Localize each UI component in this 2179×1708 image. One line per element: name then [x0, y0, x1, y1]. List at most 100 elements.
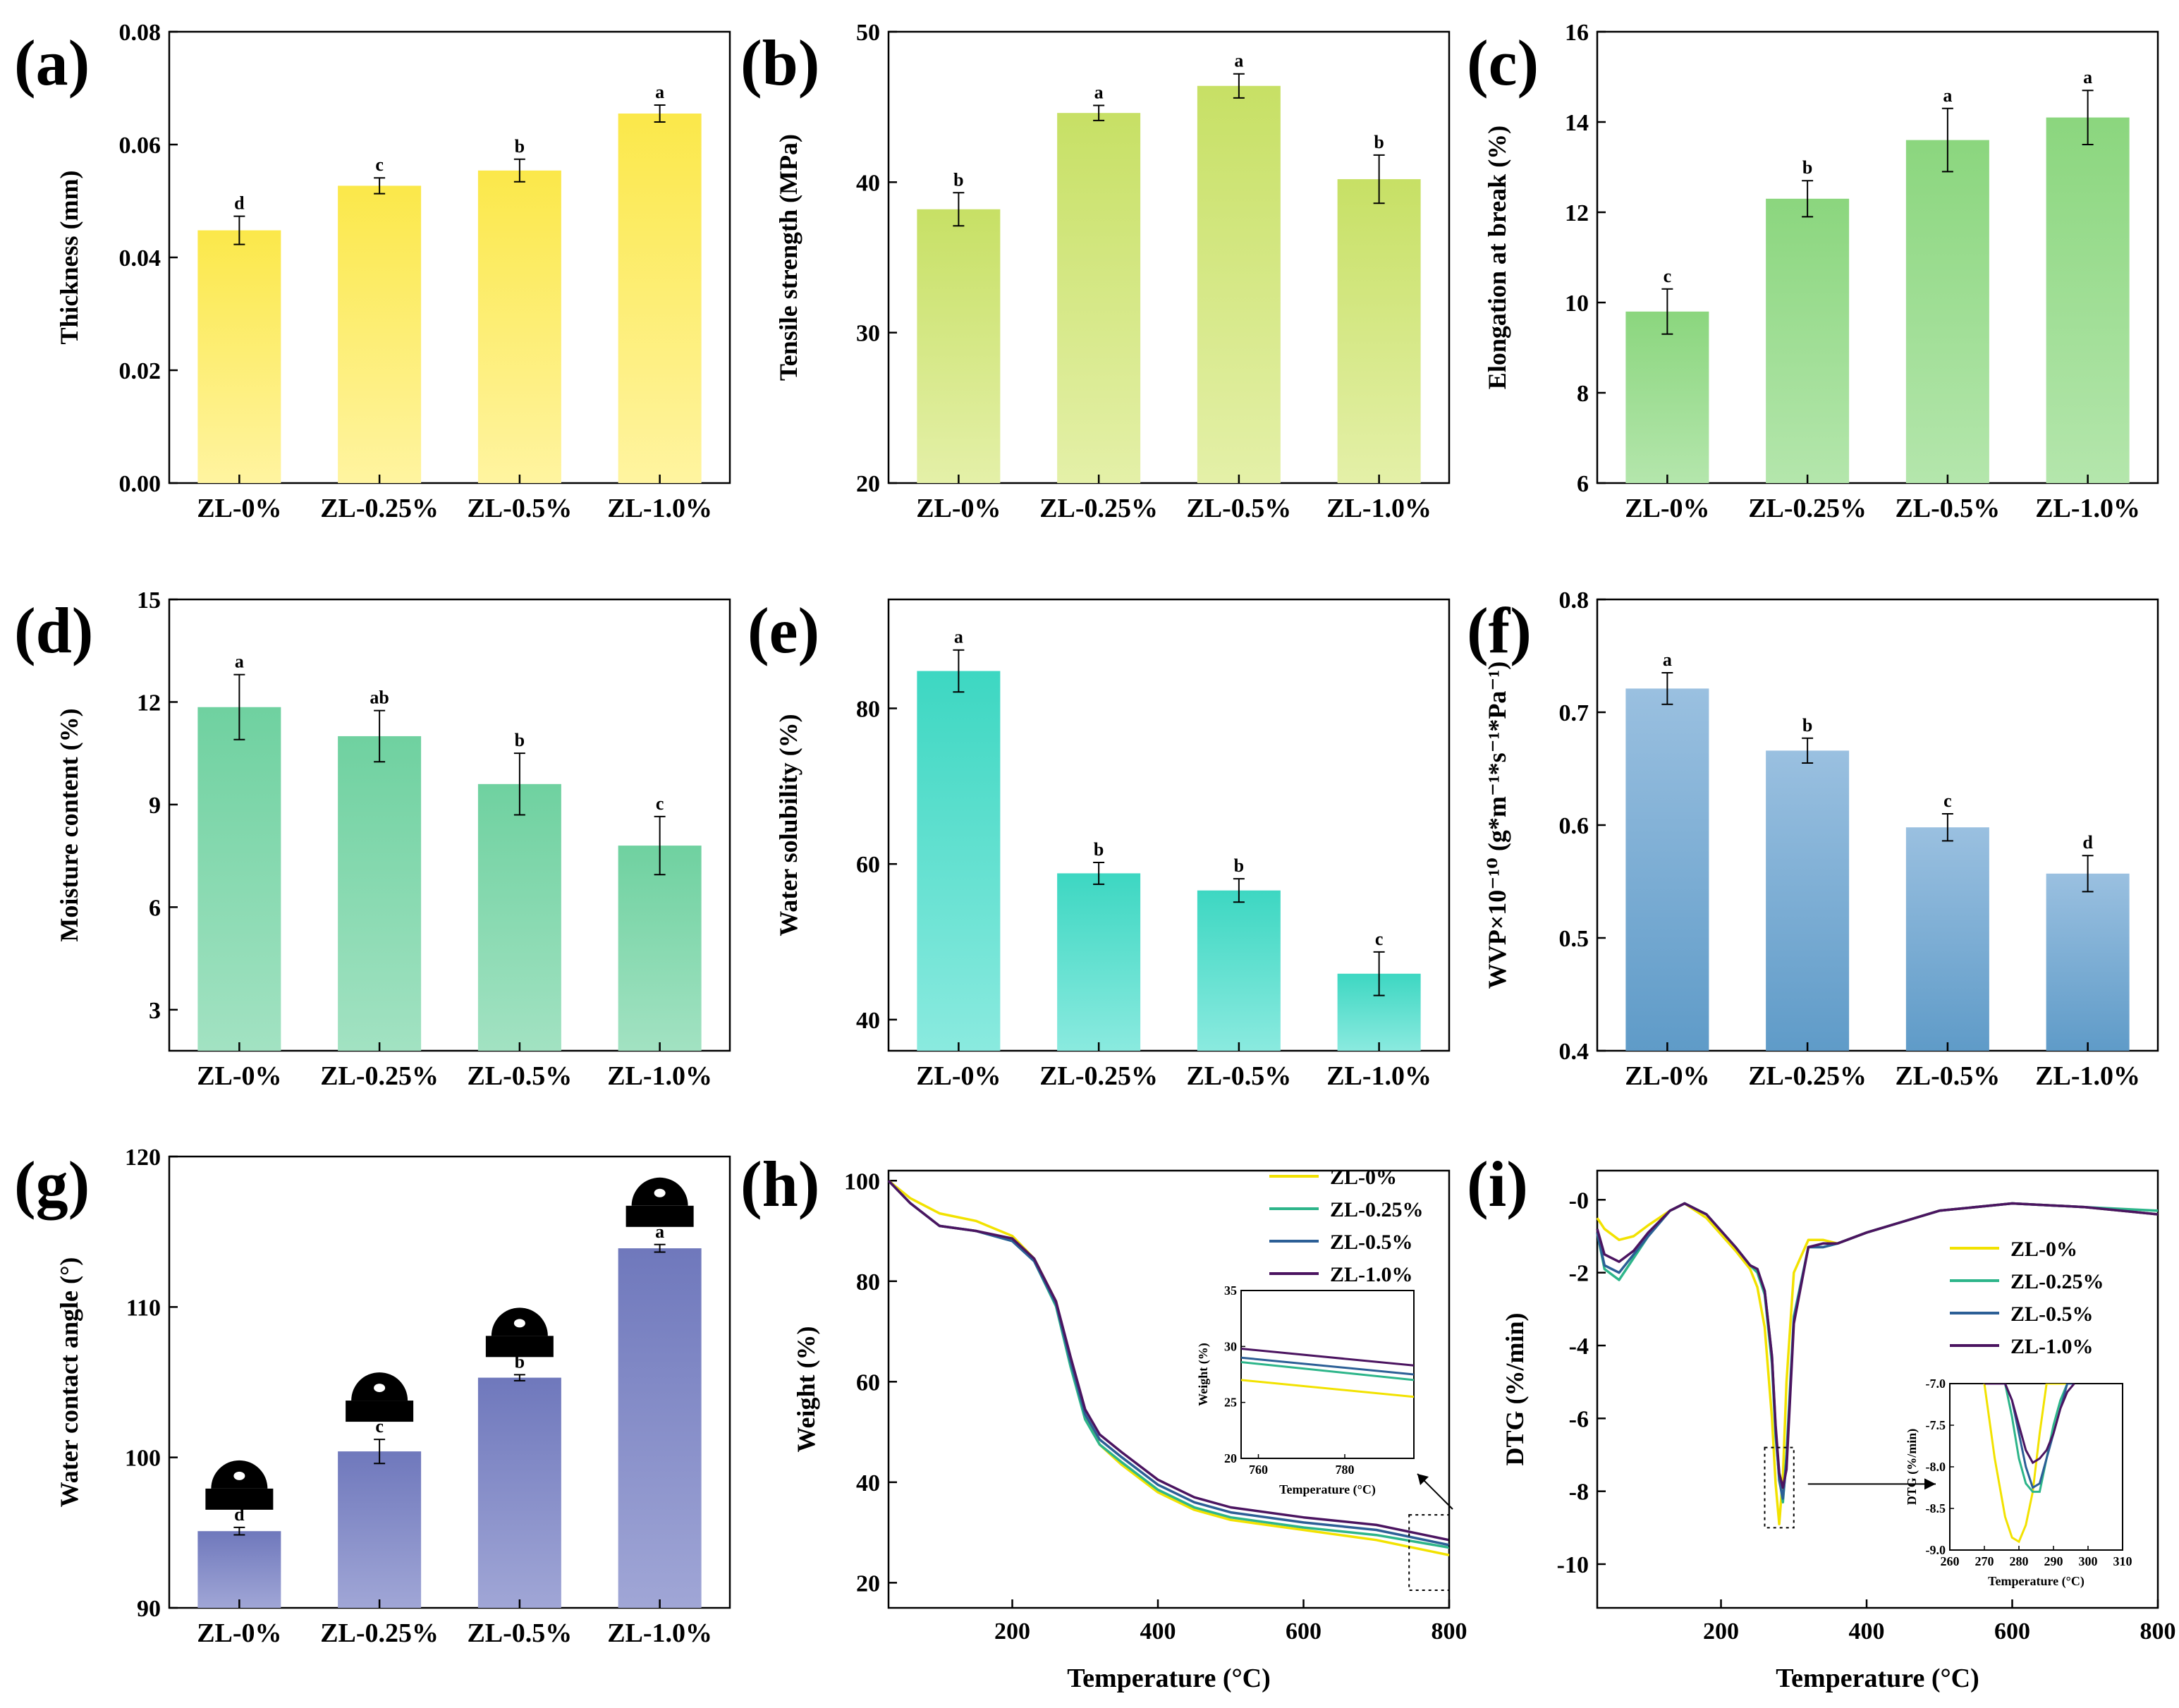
y-tick-label: 16 [1565, 20, 1589, 46]
y-tick-label: 8 [1577, 381, 1589, 407]
significance-letter: a [1234, 51, 1243, 71]
axes-frame [887, 30, 1451, 484]
bar [477, 783, 561, 1051]
x-category-label: ZL-1.0% [607, 1061, 712, 1091]
inset-y-tick-label: 30 [1224, 1339, 1237, 1353]
inset-series-line [1241, 1361, 1414, 1381]
legend-entry: ZL-0.25% [2010, 1270, 2104, 1293]
bar [917, 209, 1001, 483]
y-tick-label: 0.7 [1559, 700, 1589, 726]
y-tick-label: 110 [126, 1295, 161, 1321]
y-tick-label: -8 [1569, 1480, 1589, 1506]
y-tick-label: 12 [137, 690, 161, 716]
y-tick-label: 100 [844, 1169, 880, 1195]
x-category-label: ZL-0% [1625, 494, 1709, 523]
significance-letter: c [656, 793, 664, 814]
y-tick-label: 0.04 [119, 245, 161, 272]
x-tick-label: 800 [2140, 1618, 2176, 1645]
y-tick-label: -4 [1569, 1334, 1589, 1360]
significance-letter: ab [370, 688, 389, 708]
series-line [887, 1180, 1450, 1542]
x-axis-label: Temperature (°C) [1776, 1664, 1979, 1693]
bar [1197, 890, 1281, 1051]
y-tick-label: 3 [149, 998, 161, 1024]
inset-plot: 760 780 20 25 30 35 Temperature (°C) Weight (%) [1196, 1283, 1415, 1497]
bar [1197, 85, 1281, 484]
y-tick-label: 120 [125, 1145, 161, 1171]
legend-entry: ZL-0% [1330, 1166, 1397, 1189]
significance-letter: b [1374, 132, 1384, 152]
inset-series-line [1241, 1356, 1414, 1376]
y-tick-label: 40 [856, 1470, 880, 1496]
panel-letter: (a) [14, 27, 90, 99]
significance-letter: c [1664, 266, 1672, 286]
zoom-region-box [1408, 1514, 1450, 1592]
bar [1905, 140, 1989, 483]
bar [1057, 873, 1141, 1051]
panel-f: 0.4 0.5 0.6 0.7 0.8 a ZL-0% b ZL-0.25% c ZL-0.5% d Z… [1467, 587, 2159, 1091]
inset-x-tick-label: 260 [1941, 1554, 1960, 1568]
significance-letter: d [234, 193, 245, 214]
zoom-arrowhead [1924, 1478, 1936, 1490]
significance-letter: c [375, 1416, 384, 1436]
inset-series-line [1241, 1348, 1414, 1367]
inset-y-tick-label: 25 [1224, 1396, 1237, 1410]
y-tick-label: 80 [856, 1269, 880, 1295]
y-tick-label: -10 [1557, 1552, 1589, 1578]
x-category-label: ZL-0.25% [1039, 494, 1158, 523]
x-category-label: ZL-1.0% [2035, 1061, 2140, 1091]
panel-letter: (i) [1467, 1148, 1528, 1220]
bar [1625, 688, 1709, 1051]
panel-i: 200 400 600 800 -10 -8 -6 -4 -2 -0 Temperature (°C… [1467, 1148, 2176, 1693]
y-tick-label: 0.08 [119, 20, 161, 46]
y-axis-label: Moisture content (%) [55, 708, 83, 941]
significance-letter: c [1943, 791, 1952, 811]
y-tick-label: 15 [137, 587, 161, 614]
inset-x-axis-label: Temperature (°C) [1279, 1482, 1376, 1497]
inset-plot: 260 270 280 290 300 310 -9.0 -8.5 -8.0 -7.5 -7.0 Te… [1905, 1377, 2132, 1589]
axes-frame [168, 1155, 731, 1609]
x-category-label: ZL-1.0% [2035, 494, 2140, 523]
y-tick-label: 0.4 [1559, 1039, 1589, 1065]
significance-letter: a [1094, 83, 1104, 103]
y-tick-label: 100 [125, 1446, 161, 1472]
x-category-label: ZL-1.0% [1326, 1061, 1432, 1091]
y-axis-label: WVP×10⁻¹⁰ (g*m⁻¹*s⁻¹*Pa⁻¹) [1483, 661, 1511, 989]
legend-entry: ZL-0.25% [1330, 1198, 1424, 1221]
y-tick-label: 0.6 [1559, 813, 1589, 839]
x-axis-label: Temperature (°C) [1067, 1664, 1271, 1693]
inset-y-tick-label: -7.5 [1926, 1418, 1946, 1432]
significance-letter: b [1802, 715, 1812, 736]
significance-letter: b [953, 169, 963, 190]
bar [1766, 198, 1850, 483]
x-category-label: ZL-1.0% [607, 494, 712, 523]
x-category-label: ZL-1.0% [1326, 494, 1432, 523]
y-tick-label: 60 [856, 852, 880, 878]
y-tick-label: 14 [1565, 110, 1589, 136]
bar [197, 230, 281, 483]
y-tick-label: 0.06 [119, 133, 161, 159]
inset-x-tick-label: 280 [2010, 1554, 2029, 1568]
x-tick-label: 400 [1140, 1618, 1176, 1645]
legend-entry: ZL-1.0% [1330, 1263, 1413, 1286]
panel-letter: (e) [747, 594, 819, 666]
bar [2046, 873, 2130, 1051]
zoom-region-box [1764, 1446, 1795, 1529]
y-tick-label: 10 [1565, 291, 1589, 317]
y-tick-label: -6 [1569, 1406, 1589, 1432]
zoom-arrowhead [1417, 1474, 1429, 1485]
x-category-label: ZL-0% [916, 1061, 1001, 1091]
water-droplet-icon [205, 1460, 274, 1510]
y-tick-label: 6 [149, 895, 161, 921]
x-tick-label: 200 [1703, 1618, 1739, 1645]
x-category-label: ZL-0.5% [467, 494, 572, 523]
panel-b: 20 30 40 50 b ZL-0% a ZL-0.25% a ZL-0.5% b ZL-1.0% T… [740, 20, 1451, 523]
y-tick-label: 90 [137, 1596, 161, 1622]
bar [618, 846, 702, 1051]
inset-y-tick-label: 35 [1224, 1283, 1237, 1298]
y-tick-label: 60 [856, 1370, 880, 1396]
x-category-label: ZL-0.5% [467, 1061, 572, 1091]
x-category-label: ZL-0.25% [1748, 494, 1867, 523]
significance-letter: b [1802, 157, 1812, 178]
